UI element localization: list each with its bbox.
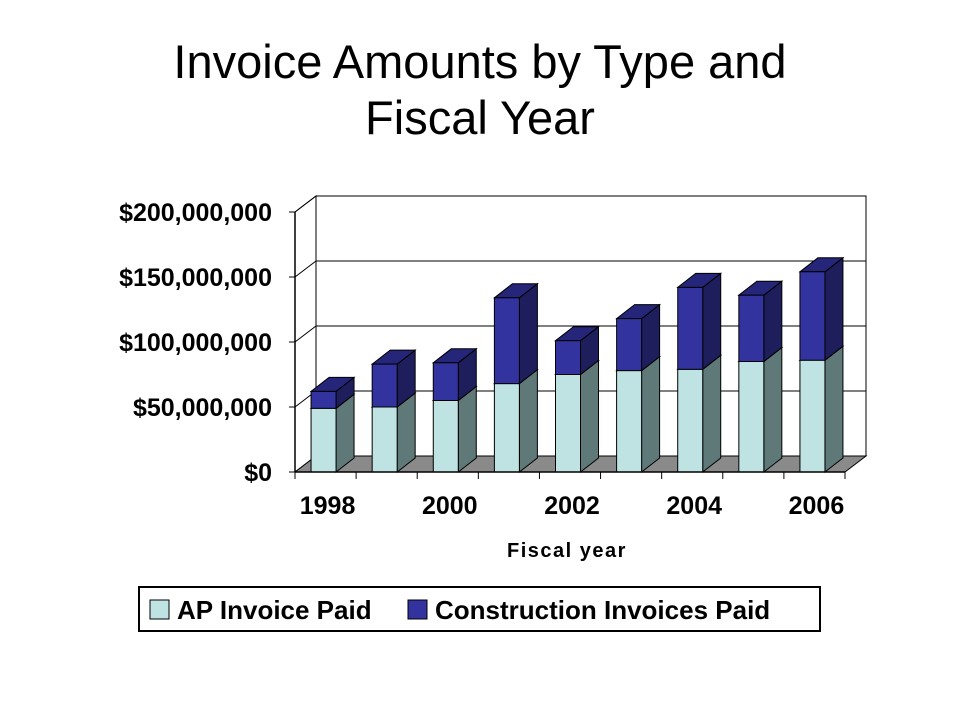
bar-ap-invoice-paid-2000-front bbox=[432, 400, 459, 473]
x-axis-tick-label: 2004 bbox=[666, 492, 722, 520]
y-gridline bbox=[294, 260, 866, 278]
x-axis-tick-label: 2000 bbox=[422, 492, 478, 520]
bar-ap-invoice-paid-2001-front bbox=[493, 383, 520, 473]
bar-construction-invoices-paid-1998 bbox=[309, 376, 356, 410]
bar-construction-invoices-paid-2006-front bbox=[799, 271, 826, 361]
bar-construction-invoices-paid-2006-side bbox=[824, 256, 844, 362]
x-axis-tick-label: 2006 bbox=[789, 492, 845, 520]
bar-ap-invoice-paid-1999-front bbox=[371, 406, 398, 473]
bar-ap-invoice-paid-2004-front bbox=[677, 368, 704, 473]
y-axis-tick-labels: $0 $50,000,000 $100,000,000 $150,000,000 $20… bbox=[119, 199, 272, 487]
legend-label-ap-invoice-paid: AP Invoice Paid bbox=[177, 595, 372, 625]
bar-construction-invoices-paid-2002-front bbox=[555, 340, 581, 376]
chart-legend: AP Invoice Paid Construction Invoices Pa… bbox=[138, 586, 821, 632]
bar-ap-invoice-paid-2004 bbox=[676, 354, 723, 474]
legend-swatch-ap-invoice-paid bbox=[149, 599, 170, 620]
y-gridline bbox=[294, 195, 866, 213]
bar-ap-invoice-paid-2006 bbox=[798, 345, 845, 474]
bar-ap-invoice-paid-2002-side bbox=[580, 359, 599, 474]
bar-ap-invoice-paid-2001 bbox=[492, 368, 539, 474]
bar-construction-invoices-paid-1999 bbox=[370, 349, 417, 409]
bar-construction-invoices-paid-2005 bbox=[737, 280, 784, 363]
bar-construction-invoices-paid-2003 bbox=[615, 303, 662, 372]
bar-ap-invoice-paid-2006-front bbox=[799, 359, 826, 473]
x-axis-tick-label: 1998 bbox=[300, 492, 356, 520]
bar-construction-invoices-paid-2005-front bbox=[738, 294, 765, 363]
bar-ap-invoice-paid-2002 bbox=[554, 359, 600, 474]
bar-ap-invoice-paid-2005-side bbox=[763, 346, 783, 474]
y-axis-tick-label: $150,000,000 bbox=[119, 264, 272, 292]
chart-bars bbox=[309, 256, 845, 474]
x-axis-title: Fiscal year bbox=[507, 540, 627, 562]
chart-axes bbox=[289, 211, 846, 479]
bar-construction-invoices-paid-2004-front bbox=[677, 286, 704, 370]
bar-construction-invoices-paid-2004 bbox=[676, 272, 723, 371]
y-axis-tick-label: $100,000,000 bbox=[119, 329, 272, 357]
y-axis-tick-label: $200,000,000 bbox=[119, 199, 272, 227]
bar-construction-invoices-paid-2004-side bbox=[702, 272, 722, 371]
bar-ap-invoice-paid-1998-front bbox=[310, 407, 337, 473]
bar-ap-invoice-paid-2006-side bbox=[824, 345, 844, 474]
legend-box bbox=[138, 586, 821, 632]
legend-label-construction-invoices-paid: Construction Invoices Paid bbox=[435, 595, 770, 625]
bar-ap-invoice-paid-2001-side bbox=[518, 368, 538, 474]
bar-ap-invoice-paid-2003 bbox=[615, 355, 662, 474]
chart-title-line-2: Fiscal Year bbox=[365, 91, 595, 144]
bar-construction-invoices-paid-2000-front bbox=[432, 362, 459, 401]
bar-construction-invoices-paid-2006 bbox=[798, 256, 845, 362]
x-axis-tick-labels: 1998 2000 2002 2004 2006 bbox=[300, 492, 845, 520]
bar-construction-invoices-paid-1999-front bbox=[371, 363, 398, 408]
bar-ap-invoice-paid-2003-front bbox=[616, 370, 643, 473]
y-axis-tick-label: $50,000,000 bbox=[133, 394, 272, 422]
y-axis-tick-label: $0 bbox=[244, 459, 272, 487]
bar-construction-invoices-paid-2000 bbox=[431, 347, 478, 402]
bar-construction-invoices-paid-2001-front bbox=[493, 297, 520, 385]
chart-title: Invoice Amounts by Type and Fiscal Year bbox=[0, 34, 960, 146]
bar-ap-invoice-paid-2002-front bbox=[555, 374, 581, 473]
bar-construction-invoices-paid-1998-front bbox=[310, 390, 337, 409]
bar-construction-invoices-paid-2002 bbox=[554, 325, 600, 376]
bar-construction-invoices-paid-2001 bbox=[492, 282, 539, 385]
bar-ap-invoice-paid-2000 bbox=[431, 385, 478, 474]
bar-ap-invoice-paid-2004-side bbox=[702, 354, 722, 474]
chart-title-line-1: Invoice Amounts by Type and bbox=[173, 35, 787, 88]
bar-construction-invoices-paid-2003-front bbox=[616, 318, 643, 372]
bar-ap-invoice-paid-2005-front bbox=[738, 361, 765, 473]
bar-ap-invoice-paid-2005 bbox=[737, 346, 784, 474]
x-axis-tick-label: 2002 bbox=[544, 492, 600, 520]
bar-ap-invoice-paid-2000-side bbox=[457, 385, 477, 474]
legend-swatch-construction-invoices-paid bbox=[407, 599, 428, 620]
bar-construction-invoices-paid-2001-side bbox=[518, 282, 538, 385]
bar-ap-invoice-paid-2003-side bbox=[641, 355, 661, 474]
